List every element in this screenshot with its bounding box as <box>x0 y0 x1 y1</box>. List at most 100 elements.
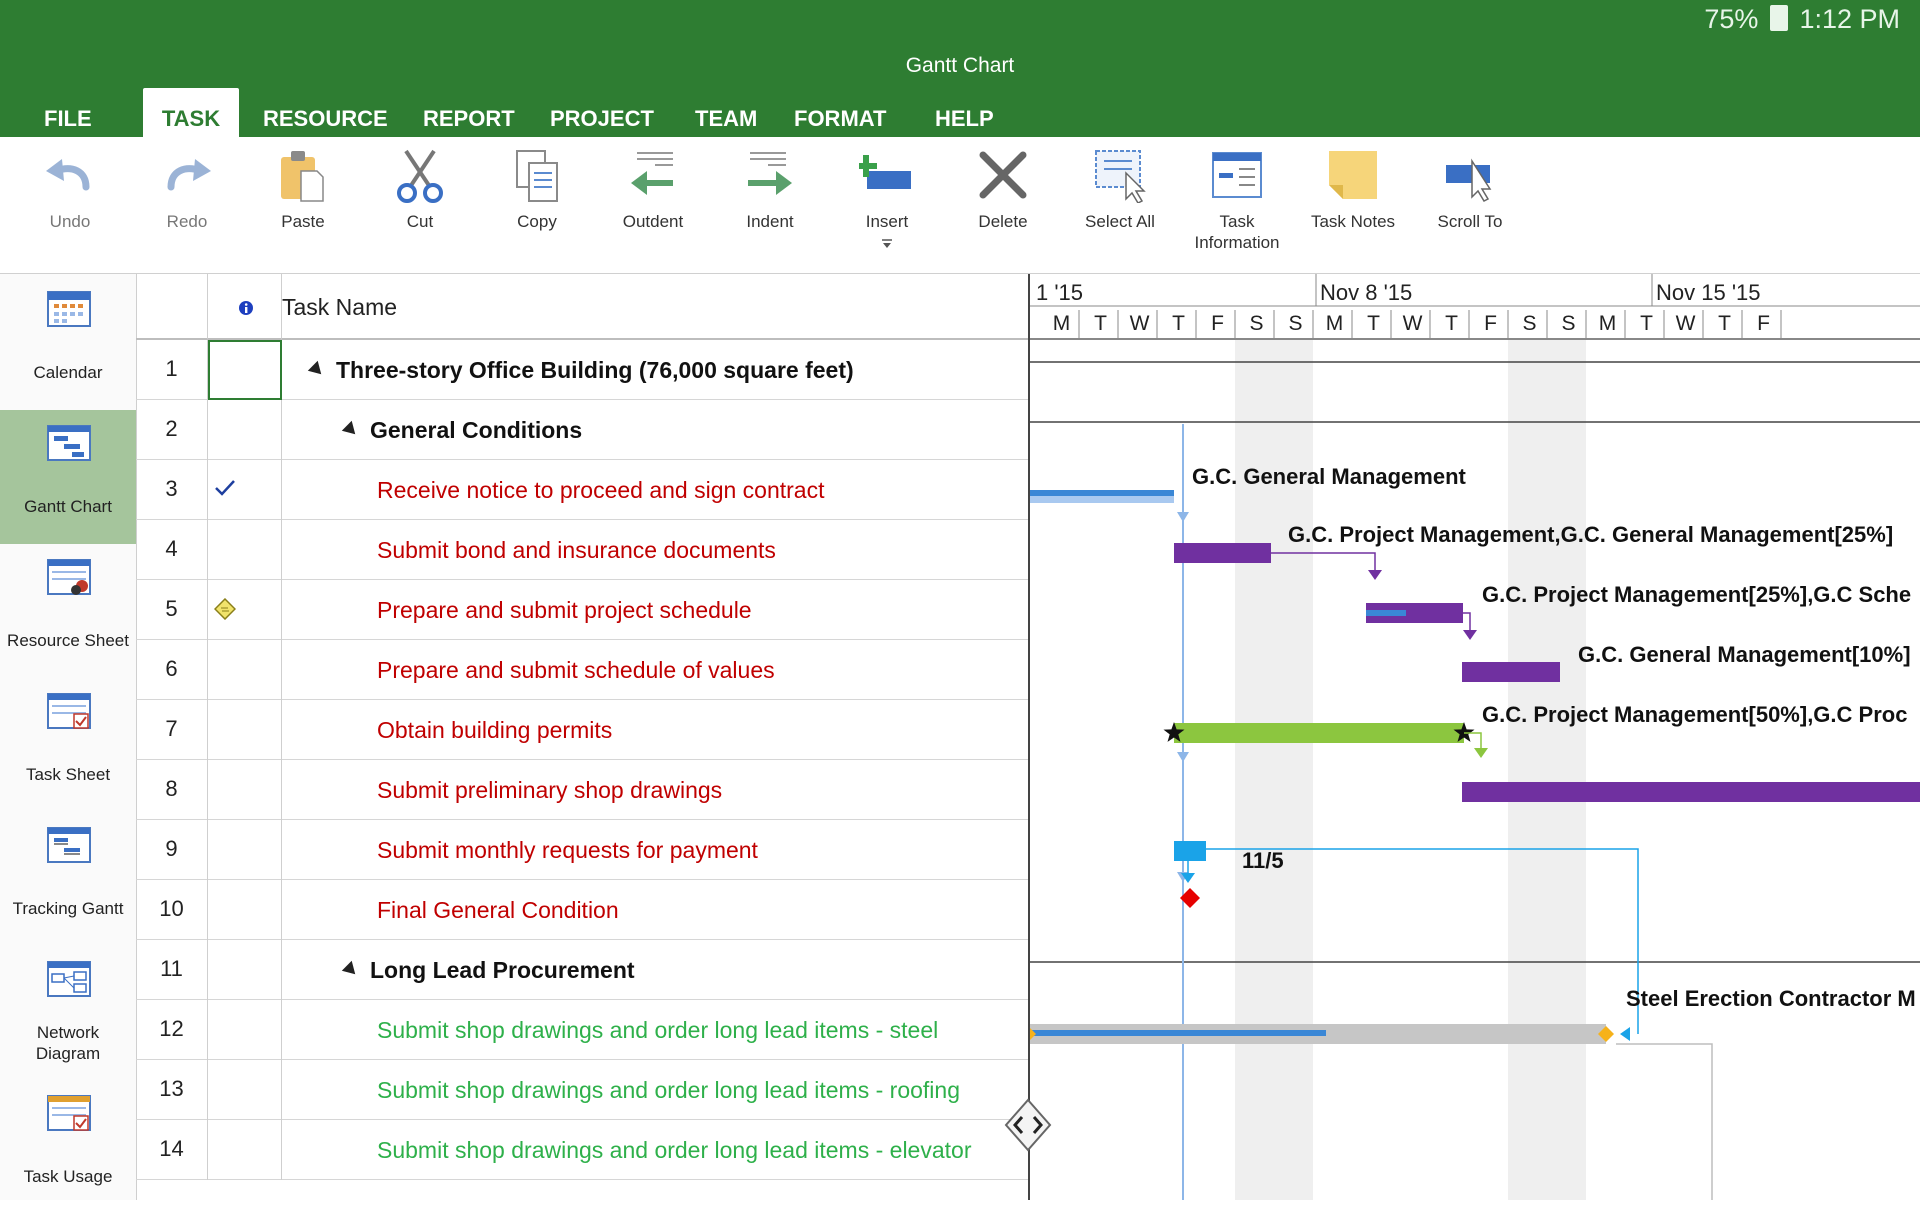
task-row[interactable]: 14 Submit shop drawings and order long le… <box>136 1120 1028 1180</box>
outdent-button[interactable]: Outdent <box>588 147 718 232</box>
tab-file[interactable]: FILE <box>44 106 92 131</box>
undo-button[interactable]: Undo <box>5 147 135 232</box>
row-number[interactable]: 11 <box>136 940 208 1000</box>
row-number[interactable]: 4 <box>136 520 208 580</box>
view-tracking-gantt[interactable]: Tracking Gantt <box>0 812 136 946</box>
task-bar[interactable] <box>1174 723 1464 743</box>
indicator-cell[interactable] <box>208 760 282 820</box>
task-progress-bar[interactable] <box>1366 610 1406 616</box>
insert-button[interactable]: Insert <box>822 147 952 250</box>
scroll-to-button[interactable]: Scroll To <box>1405 147 1535 232</box>
task-row[interactable]: 6 Prepare and submit schedule of values <box>136 640 1028 700</box>
tab-format[interactable]: FORMAT <box>794 106 887 131</box>
task-row[interactable]: 12 Submit shop drawings and order long le… <box>136 1000 1028 1060</box>
view-calendar[interactable]: Calendar <box>0 276 136 410</box>
task-name[interactable]: Submit monthly requests for payment <box>282 820 1123 880</box>
task-row[interactable]: 11 Long Lead Procurement <box>136 940 1028 1000</box>
copy-button[interactable]: Copy <box>472 147 602 232</box>
view-resource-sheet[interactable]: Resource Sheet <box>0 544 136 678</box>
row-number[interactable]: 7 <box>136 700 208 760</box>
row-number[interactable]: 5 <box>136 580 208 640</box>
indicator-header[interactable] <box>208 274 282 340</box>
task-name[interactable]: Three-story Office Building (76,000 squa… <box>282 340 1056 400</box>
task-row[interactable]: 2 General Conditions <box>136 400 1028 460</box>
task-row[interactable]: 9 Submit monthly requests for payment <box>136 820 1028 880</box>
task-name-header[interactable]: Task Name <box>282 274 1028 340</box>
task-notes-button[interactable]: Task Notes <box>1288 147 1418 232</box>
indicator-cell[interactable] <box>208 1000 282 1060</box>
task-row[interactable]: 8 Submit preliminary shop drawings <box>136 760 1028 820</box>
insert-dropdown-icon[interactable] <box>880 238 894 250</box>
task-bar[interactable] <box>1174 841 1206 861</box>
task-bar[interactable] <box>1462 782 1920 802</box>
task-information-button[interactable]: Task Information <box>1172 147 1302 253</box>
pane-splitter-handle[interactable] <box>1004 1098 1052 1152</box>
view-task-usage[interactable]: Task Usage <box>0 1080 136 1214</box>
tab-project[interactable]: PROJECT <box>550 106 654 131</box>
paste-button[interactable]: Paste <box>238 147 368 232</box>
collapse-icon[interactable] <box>307 360 327 380</box>
row-number[interactable]: 3 <box>136 460 208 520</box>
tab-team[interactable]: TEAM <box>695 106 758 131</box>
collapse-icon[interactable] <box>341 960 361 980</box>
tab-help[interactable]: HELP <box>935 106 994 131</box>
view-task-sheet[interactable]: Task Sheet <box>0 678 136 812</box>
row-number[interactable]: 12 <box>136 1000 208 1060</box>
row-number[interactable]: 10 <box>136 880 208 940</box>
select-all-button[interactable]: Select All <box>1055 147 1185 232</box>
row-number[interactable]: 1 <box>136 340 208 400</box>
task-name[interactable]: Prepare and submit schedule of values <box>282 640 1123 700</box>
task-bar[interactable] <box>1366 603 1463 623</box>
indicator-cell[interactable] <box>208 700 282 760</box>
indicator-cell[interactable] <box>208 940 282 1000</box>
indicator-cell[interactable] <box>208 1120 282 1180</box>
task-row[interactable]: 7 Obtain building permits <box>136 700 1028 760</box>
redo-button[interactable]: Redo <box>122 147 252 232</box>
tab-task[interactable]: TASK <box>143 88 239 137</box>
indicator-cell[interactable] <box>208 520 282 580</box>
task-name[interactable]: Submit shop drawings and order long lead… <box>282 1060 1123 1120</box>
indicator-cell[interactable] <box>208 880 282 940</box>
row-number[interactable]: 13 <box>136 1060 208 1120</box>
row-number[interactable]: 14 <box>136 1120 208 1180</box>
gantt-chart-area[interactable]: 1 '15 Nov 8 '15 Nov 15 '15 M T W T F S S M T W T F S S M T… <box>1028 274 1920 1200</box>
task-name[interactable]: Submit shop drawings and order long lead… <box>282 1000 1123 1060</box>
collapse-icon[interactable] <box>341 420 361 440</box>
task-name[interactable]: Submit shop drawings and order long lead… <box>282 1120 1123 1180</box>
milestone-diamond[interactable] <box>1180 888 1200 908</box>
task-name[interactable]: Submit bond and insurance documents <box>282 520 1123 580</box>
task-name[interactable]: Receive notice to proceed and sign contr… <box>282 460 1123 520</box>
task-row[interactable]: 10 Final General Condition <box>136 880 1028 940</box>
indent-button[interactable]: Indent <box>705 147 835 232</box>
row-number[interactable]: 9 <box>136 820 208 880</box>
task-row[interactable]: 13 Submit shop drawings and order long le… <box>136 1060 1028 1120</box>
task-name[interactable]: Final General Condition <box>282 880 1123 940</box>
task-row[interactable]: 1 Three-story Office Building (76,000 squ… <box>136 340 1028 400</box>
task-row[interactable]: 4 Submit bond and insurance documents <box>136 520 1028 580</box>
task-row[interactable]: 3 Receive notice to proceed and sign cont… <box>136 460 1028 520</box>
indicator-cell[interactable] <box>208 340 282 400</box>
row-number[interactable]: 8 <box>136 760 208 820</box>
tab-resource[interactable]: RESOURCE <box>263 106 388 131</box>
indicator-cell[interactable] <box>208 580 282 640</box>
indicator-cell[interactable] <box>208 400 282 460</box>
task-progress-bar[interactable] <box>1030 1030 1326 1036</box>
cut-button[interactable]: Cut <box>355 147 485 232</box>
indicator-cell[interactable] <box>208 1060 282 1120</box>
indicator-cell[interactable] <box>208 640 282 700</box>
indicator-cell[interactable] <box>208 820 282 880</box>
task-name[interactable]: Long Lead Procurement <box>282 940 1090 1000</box>
row-number[interactable]: 6 <box>136 640 208 700</box>
task-bar[interactable] <box>1462 662 1560 682</box>
task-name[interactable]: Obtain building permits <box>282 700 1123 760</box>
view-network-diagram[interactable]: Network Diagram <box>0 946 136 1080</box>
task-name[interactable]: Prepare and submit project schedule <box>282 580 1123 640</box>
task-progress-bar[interactable] <box>1030 490 1174 496</box>
indicator-cell[interactable] <box>208 460 282 520</box>
task-name[interactable]: Submit preliminary shop drawings <box>282 760 1123 820</box>
tab-report[interactable]: REPORT <box>423 106 515 131</box>
task-bar[interactable] <box>1174 543 1271 563</box>
task-name[interactable]: General Conditions <box>282 400 1090 460</box>
view-gantt-chart[interactable]: Gantt Chart <box>0 410 136 544</box>
task-row[interactable]: 5 Prepare and submit project schedule <box>136 580 1028 640</box>
